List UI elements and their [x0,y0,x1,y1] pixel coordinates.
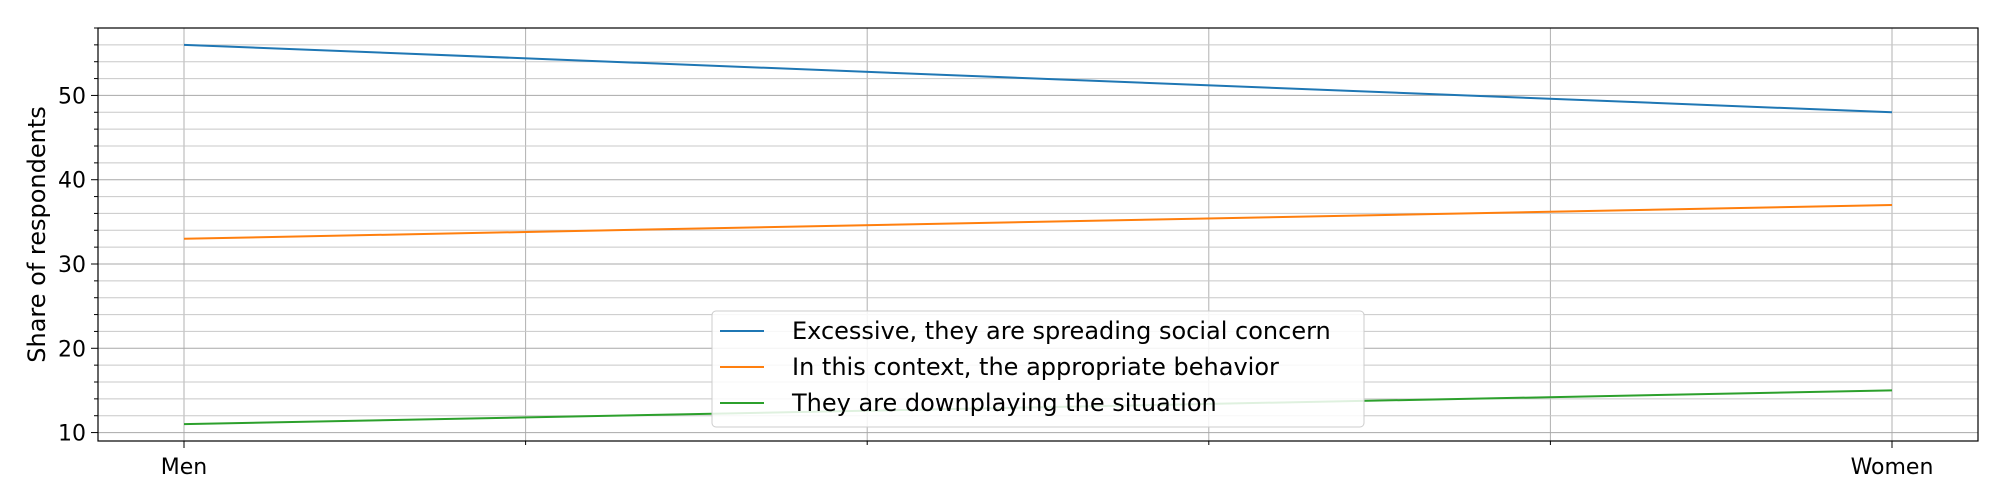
legend-label: Excessive, they are spreading social con… [792,317,1331,345]
series-line [183,43,1893,114]
plot-frame [97,27,1979,442]
x-tick-label: Women [1851,455,1934,480]
y-tick-label: 30 [58,253,86,278]
legend-box [711,310,1365,428]
x-axis: Men Women [161,441,1934,480]
y-tick-label: 10 [58,422,86,447]
y-tick-label: 20 [58,337,86,362]
y-tick-label: 50 [58,84,86,109]
x-tick-label: Men [161,455,207,480]
y-axis-label: Share of respondents [23,106,51,363]
legend: Excessive, they are spreading social con… [711,310,1365,428]
y-tick-label: 40 [58,169,86,194]
y-axis: 10 20 30 40 50 [58,27,98,447]
series-line [183,204,1893,240]
legend-label: They are downplaying the situation [791,389,1217,417]
legend-label: In this context, the appropriate behavio… [792,353,1279,381]
